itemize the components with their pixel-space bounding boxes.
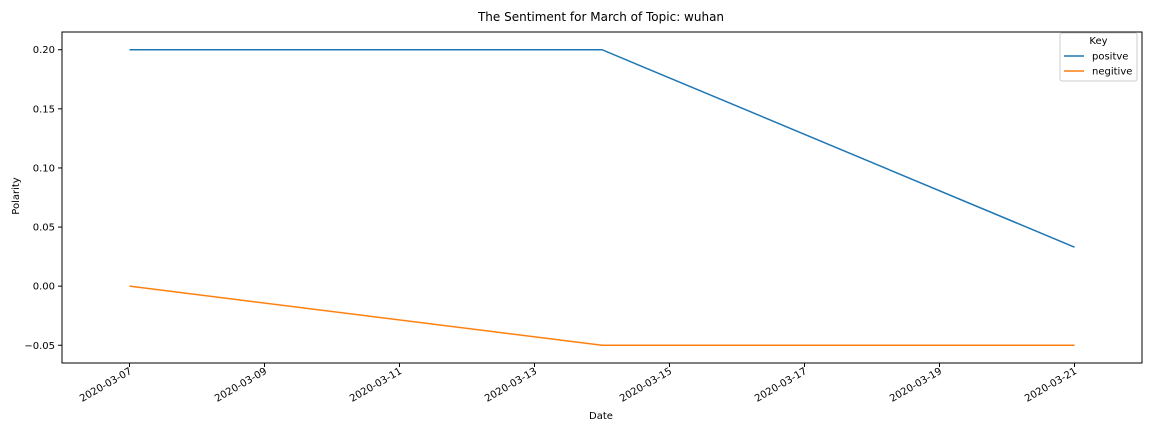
x-axis-ticks: 2020-03-07 2020-03-09 2020-03-11 2020-03-13… xyxy=(78,363,1079,405)
legend-label: positve xyxy=(1092,52,1128,63)
y-tick-label: 0.10 xyxy=(33,163,55,174)
y-axis-label: Polarity xyxy=(11,177,22,215)
x-tick-label: 2020-03-09 xyxy=(213,366,269,405)
series-layer xyxy=(129,48,1075,347)
x-tick-label: 2020-03-17 xyxy=(753,366,809,405)
series-line-positve xyxy=(129,48,1075,248)
legend-label: negitive xyxy=(1092,67,1132,78)
y-tick-label: 0.05 xyxy=(33,223,55,234)
y-tick-label: 0.15 xyxy=(33,104,55,115)
x-axis-label: Date xyxy=(589,411,613,422)
chart-title: The Sentiment for March of Topic: wuhan xyxy=(477,10,724,24)
y-tick-label: 0.20 xyxy=(33,45,55,56)
legend-box xyxy=(1059,32,1138,82)
y-axis-ticks: 0.20 0.15 0.10 0.05 0.00 −0.05 xyxy=(24,45,62,352)
legend: Key positve negitive xyxy=(1059,32,1138,82)
legend-title: Key xyxy=(1089,36,1107,47)
series-line-negitive xyxy=(129,285,1075,347)
x-tick-label: 2020-03-19 xyxy=(888,366,944,405)
y-tick-label: −0.05 xyxy=(24,341,55,352)
y-tick-label: 0.00 xyxy=(33,282,55,293)
plot-frame xyxy=(61,31,1143,364)
x-tick-label: 2020-03-21 xyxy=(1023,366,1079,405)
x-tick-label: 2020-03-15 xyxy=(618,366,674,405)
x-tick-label: 2020-03-13 xyxy=(483,366,539,405)
x-tick-label: 2020-03-07 xyxy=(78,366,134,405)
plot-area xyxy=(61,31,1143,364)
x-tick-label: 2020-03-11 xyxy=(348,366,404,405)
